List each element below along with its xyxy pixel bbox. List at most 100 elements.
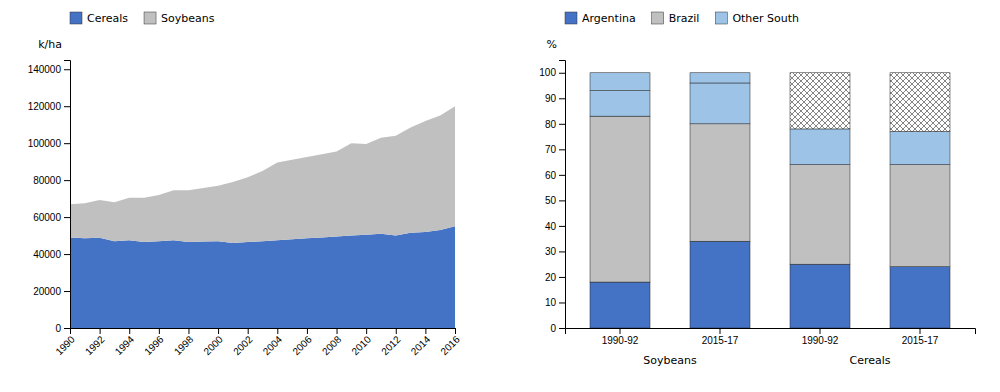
tick-mark [64,217,70,218]
tick-mark [218,328,219,334]
tick-label: 100000 [28,138,62,149]
tick-mark [559,226,565,227]
tick-mark [64,328,70,329]
legend-swatch [144,12,156,24]
tick-label: 2004 [261,333,285,357]
tick-label: 1998 [172,333,196,357]
tick: 60000 [33,212,70,223]
tick-label: 1994 [113,333,137,357]
tick: 2016 [438,328,462,357]
legend-label: Argentina [582,12,636,25]
bar [890,165,950,267]
bar [790,264,850,328]
bar [790,129,850,165]
tick-label: 90 [545,93,557,104]
bar [590,91,650,117]
tick-label: 80000 [33,175,61,186]
tick-label: 2015-17 [702,335,739,346]
bar [590,116,650,282]
axis-line [559,61,566,329]
bar [690,124,750,241]
y-axis-title: k/ha [38,38,62,51]
area [70,106,455,243]
tick: 0 [550,323,565,334]
axis: 0102030405060708090100 [539,61,565,334]
tick: 40000 [33,249,70,260]
tick-label: 2008 [320,333,344,357]
tick-label: 2002 [231,333,255,357]
tick: 2015-17 [902,328,939,346]
axis: 020000400006000080000100000120000140000 [28,61,71,334]
tick-label: 40000 [33,249,61,260]
tick: 1996 [142,328,166,357]
legend-swatch [715,12,727,24]
tick-mark [396,328,397,334]
tick-label: 1992 [83,333,107,357]
tick: 1994 [113,328,137,357]
tick-mark [620,328,621,334]
tick-mark [64,180,70,181]
tick-mark [559,98,565,99]
legend-swatch [565,12,577,24]
tick-label: 1990 [53,333,77,357]
tick-mark [559,175,565,176]
tick-label: 1990-92 [802,335,839,346]
axis-line [566,329,976,335]
tick-label: 40 [545,221,557,232]
tick-label: 120000 [28,101,62,112]
tick-label: 60 [545,170,557,181]
tick: 2006 [290,328,314,357]
tick-mark [64,106,70,107]
tick-label: 30 [545,246,557,257]
tick-mark [559,251,565,252]
axis-line [71,329,456,335]
tick: 2014 [409,328,433,357]
legend-swatch [70,12,82,24]
group-label: Soybeans [643,354,697,367]
tick: 50 [545,195,565,206]
tick: 30 [545,246,565,257]
tick-label: 60000 [33,212,61,223]
tick-mark [100,328,101,334]
tick-label: 80 [545,119,557,130]
tick-label: 20000 [33,286,61,297]
legend: Argentina Brazil Other South [565,12,799,25]
legend-item: Argentina [565,12,636,25]
tick-mark [820,328,821,334]
tick: 40 [545,221,565,232]
tick-mark [559,149,565,150]
tick: 80000 [33,175,70,186]
tick-label: 2012 [379,333,403,357]
tick-mark [64,69,70,70]
tick-mark [129,328,130,334]
legend-item: Soybeans [144,12,215,25]
tick: 2010 [350,328,374,357]
tick: 2008 [320,328,344,357]
legend-item: Other South [715,12,799,25]
tick-mark [188,328,189,334]
bar [590,73,650,91]
tick: 2015-17 [702,328,739,346]
tick-label: 0 [55,323,61,334]
tick-label: 2006 [290,333,314,357]
tick-label: 0 [550,323,556,334]
plot-area [70,106,455,328]
tick-label: 20 [545,272,557,283]
bar [790,73,850,129]
tick: 90 [545,93,565,104]
tick: 100 [539,67,565,78]
tick-mark [64,143,70,144]
chart-canvas: 19901992199419961998 20 0 0 2002200420062008… [0,0,1000,392]
tick: 1990-92 [602,328,639,346]
legend-item: Brazil [652,12,700,25]
group-label: Cereals [849,354,890,367]
axis-line [64,61,71,329]
tick: 70 [545,144,565,155]
tick: 2012 [379,328,403,357]
tick-mark [559,124,565,125]
bar [790,165,850,265]
tick: 100000 [28,138,70,149]
bar [890,131,950,164]
tick: 1990-92 [802,328,839,346]
tick-mark [559,73,565,74]
